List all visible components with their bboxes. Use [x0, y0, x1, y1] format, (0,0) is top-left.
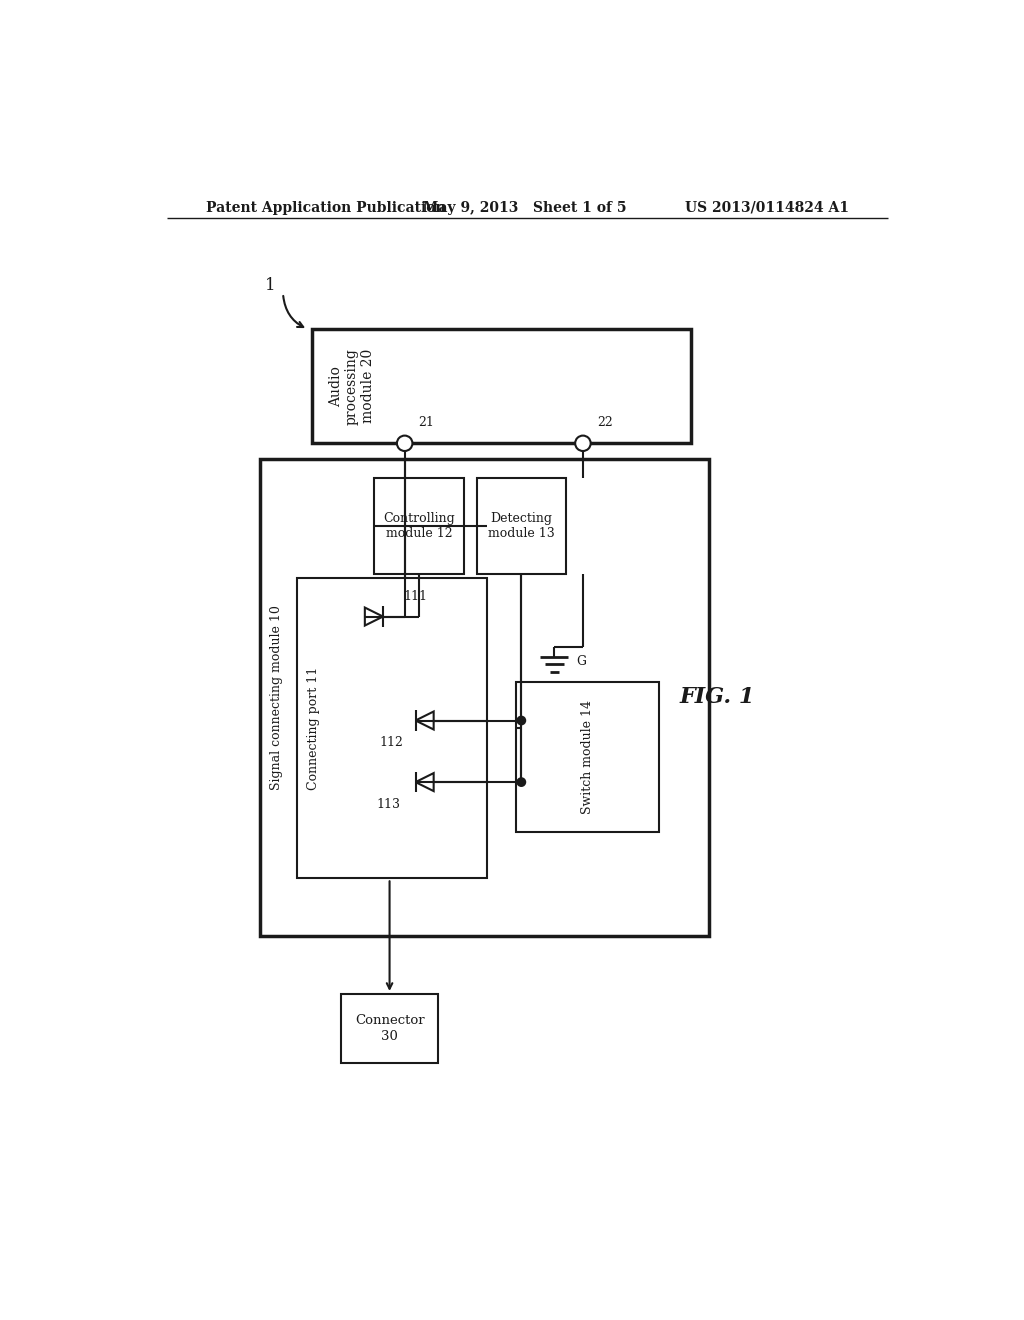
Text: 112: 112: [380, 737, 403, 748]
Text: Controlling
module 12: Controlling module 12: [383, 512, 455, 540]
Bar: [311, 330, 691, 444]
Bar: [515, 682, 658, 832]
Text: Connector
30: Connector 30: [354, 1015, 424, 1043]
Text: US 2013/0114824 A1: US 2013/0114824 A1: [685, 201, 849, 215]
Text: FIG. 1: FIG. 1: [679, 686, 755, 709]
Text: Signal connecting module 10: Signal connecting module 10: [270, 605, 284, 789]
Circle shape: [575, 436, 591, 451]
Circle shape: [517, 717, 525, 725]
Text: Patent Application Publication: Patent Application Publication: [206, 201, 445, 215]
Bar: [260, 459, 710, 936]
Text: Connecting port 11: Connecting port 11: [307, 667, 321, 789]
Text: May 9, 2013   Sheet 1 of 5: May 9, 2013 Sheet 1 of 5: [423, 201, 627, 215]
Text: Switch module 14: Switch module 14: [581, 700, 594, 814]
Circle shape: [517, 779, 525, 785]
Bar: [375, 478, 464, 574]
Text: 22: 22: [597, 416, 612, 429]
Text: G: G: [575, 655, 586, 668]
Bar: [297, 578, 486, 878]
Text: 21: 21: [419, 416, 434, 429]
Text: 111: 111: [403, 590, 427, 603]
Text: Audio
processing
module 20: Audio processing module 20: [329, 348, 375, 425]
Text: 1: 1: [264, 277, 275, 294]
Bar: [341, 994, 438, 1063]
Text: Detecting
module 13: Detecting module 13: [488, 512, 555, 540]
Bar: [477, 478, 566, 574]
Circle shape: [397, 436, 413, 451]
Text: 113: 113: [376, 797, 400, 810]
